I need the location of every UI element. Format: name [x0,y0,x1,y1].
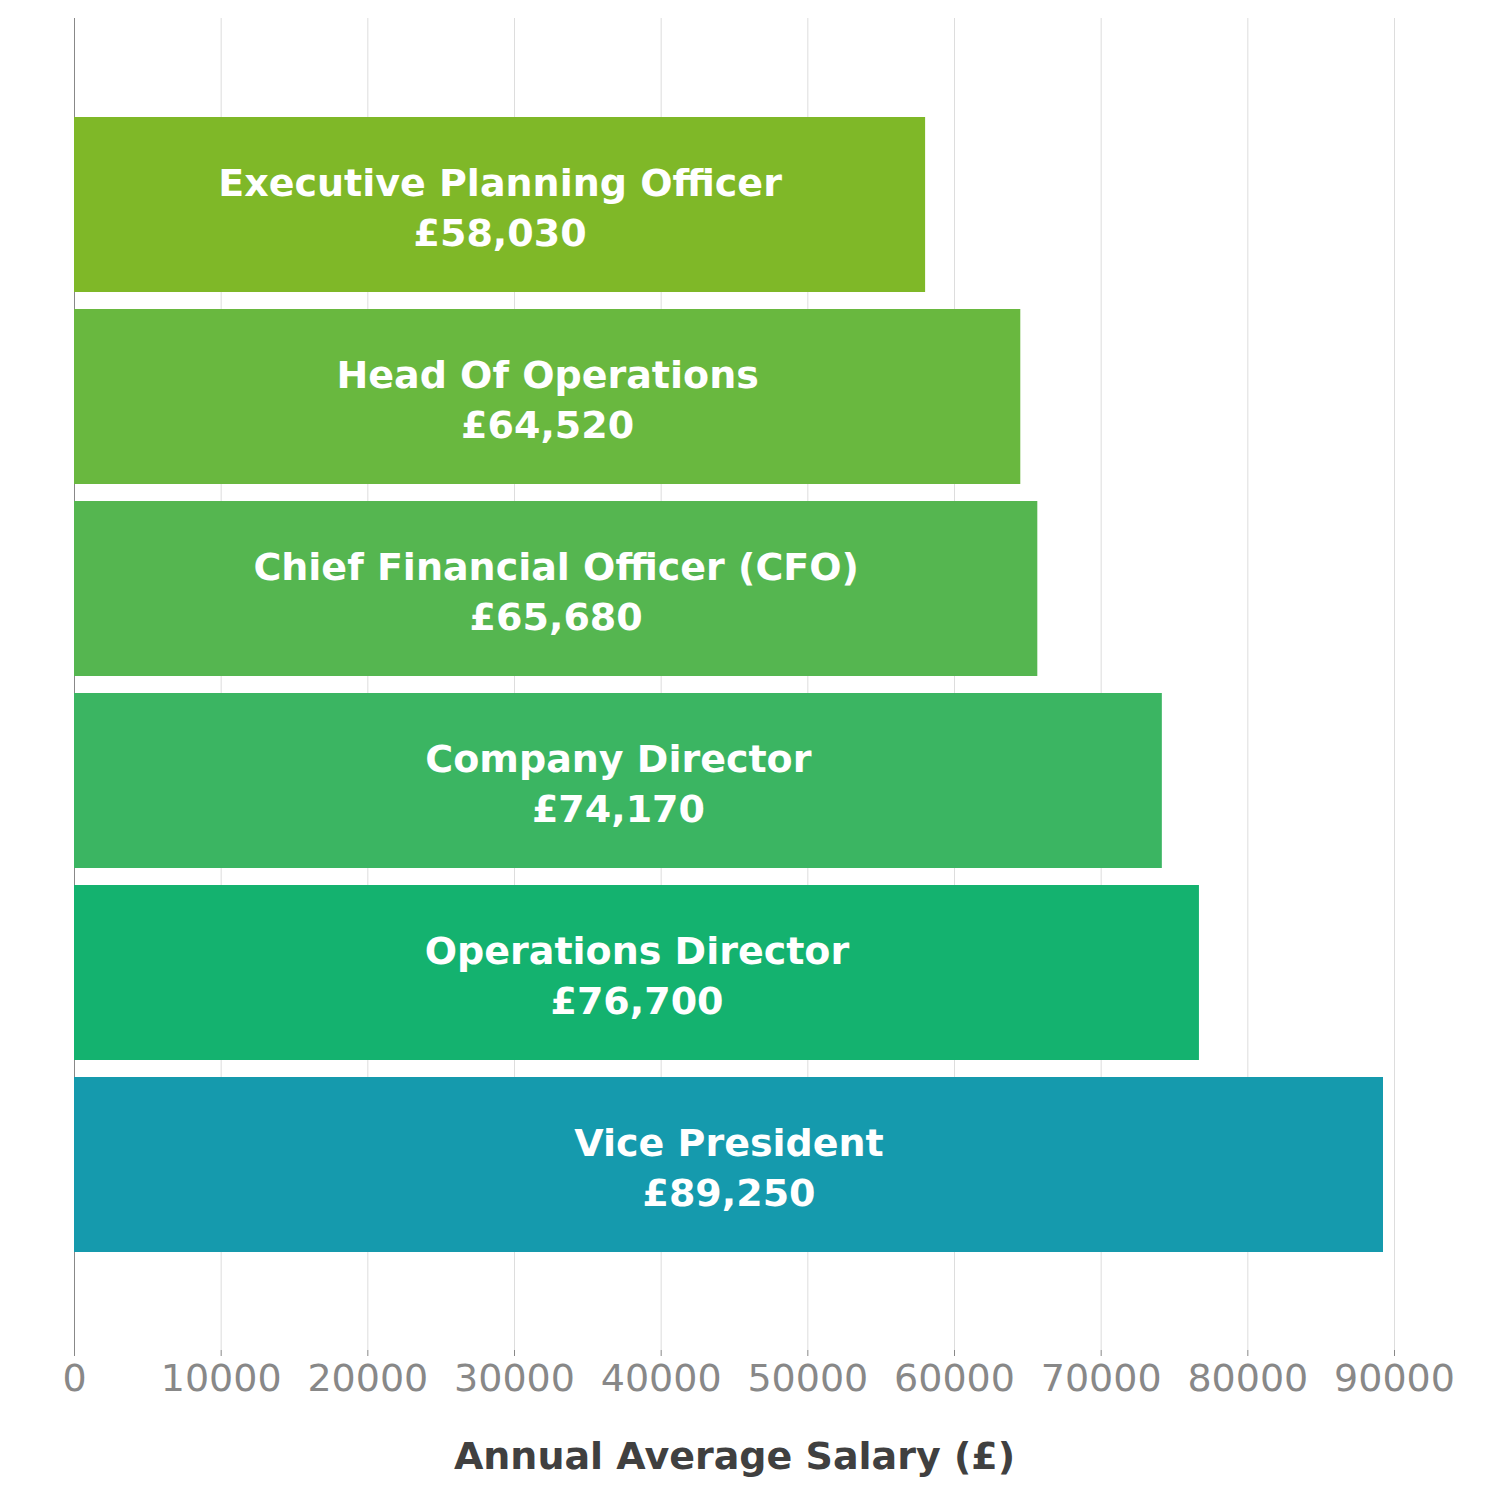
svg-text:70000: 70000 [1041,1356,1162,1400]
svg-text:80000: 80000 [1187,1356,1308,1400]
svg-text:Annual Average Salary (£): Annual Average Salary (£) [454,1434,1015,1478]
svg-text:30000: 30000 [454,1356,575,1400]
svg-text:90000: 90000 [1334,1356,1455,1400]
svg-text:Vice President£89,250: Vice President£89,250 [574,1121,884,1214]
svg-text:Executive Planning Officer£58,: Executive Planning Officer£58,030 [218,161,782,254]
svg-text:Chief Financial Officer (CFO)£: Chief Financial Officer (CFO)£65,680 [253,545,859,638]
svg-text:10000: 10000 [161,1356,282,1400]
svg-text:Company Director£74,170: Company Director£74,170 [425,737,811,830]
svg-text:40000: 40000 [601,1356,722,1400]
svg-text:50000: 50000 [747,1356,868,1400]
svg-text:Head Of Operations£64,520: Head Of Operations£64,520 [336,353,758,446]
svg-text:0: 0 [62,1356,86,1400]
svg-text:Operations Director£76,700: Operations Director£76,700 [425,929,850,1022]
svg-text:60000: 60000 [894,1356,1015,1400]
svg-text:20000: 20000 [307,1356,428,1400]
